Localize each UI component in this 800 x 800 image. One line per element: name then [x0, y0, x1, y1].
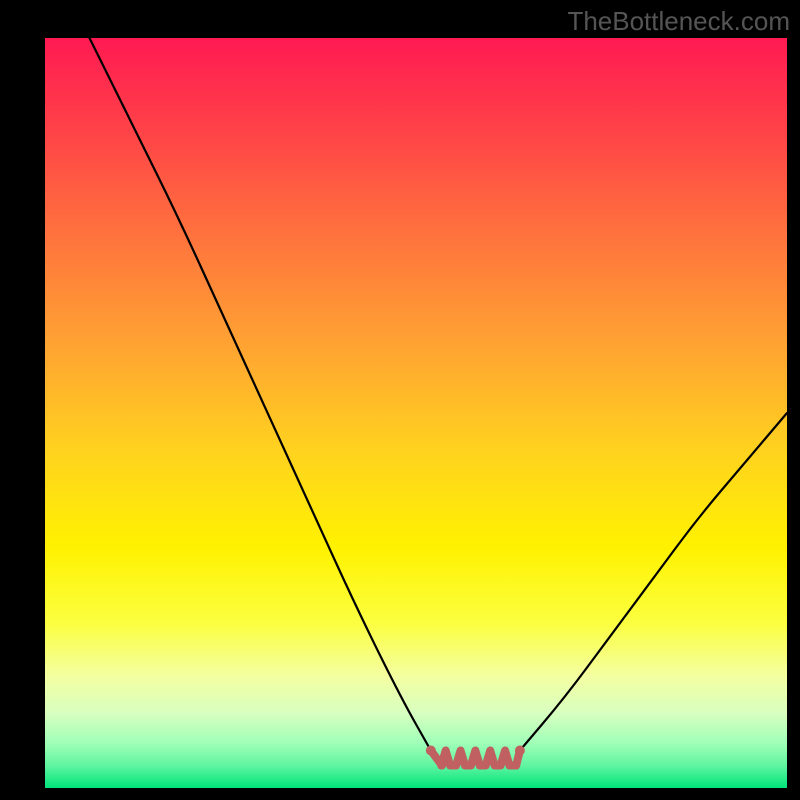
bottom-marker-dot-left — [426, 746, 436, 756]
bottom-marker-dot-right — [515, 746, 525, 756]
bottom-marker-path — [431, 751, 520, 766]
watermark-text: TheBottleneck.com — [567, 6, 790, 37]
chart-svg — [45, 38, 787, 788]
chart-frame: TheBottleneck.com — [0, 0, 800, 800]
plot-area — [45, 38, 787, 788]
gradient-background — [45, 38, 787, 788]
